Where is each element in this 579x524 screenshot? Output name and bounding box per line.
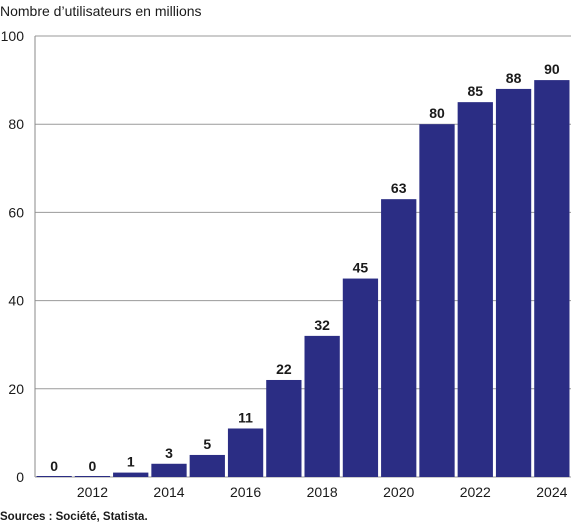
- bar-2020: [381, 199, 417, 478]
- data-label-2023: 88: [506, 70, 522, 86]
- bar-2011: [36, 476, 72, 477]
- x-tick-label: 2012: [77, 484, 108, 500]
- y-axis-title: Nombre d’utilisateurs en millions: [0, 3, 202, 19]
- bar-2012: [74, 476, 111, 477]
- data-label-2019: 45: [353, 260, 369, 276]
- bar-2021: [419, 124, 455, 477]
- x-tick-label: 2020: [383, 484, 414, 500]
- x-tick-label: 2016: [230, 484, 261, 500]
- y-tick-label: 0: [16, 469, 24, 485]
- y-tick-label: 20: [8, 381, 24, 397]
- y-tick-label: 100: [1, 28, 25, 44]
- data-label-2018: 32: [314, 317, 330, 333]
- bar-2024: [534, 80, 570, 477]
- bar-2016: [227, 428, 264, 477]
- data-label-2024: 90: [544, 61, 560, 77]
- y-tick-label: 80: [8, 116, 24, 132]
- x-tick-label: 2014: [153, 484, 184, 500]
- x-tick-label: 2022: [460, 484, 491, 500]
- data-label-2017: 22: [276, 361, 292, 377]
- bar-2018: [304, 335, 340, 477]
- x-tick-label: 2018: [307, 484, 338, 500]
- x-axis-ticks: 2012 2014 2016 2018 2020 2022 2024: [77, 484, 568, 500]
- bar-2022: [457, 102, 493, 478]
- bar-2023: [495, 88, 532, 478]
- bars: [36, 80, 570, 478]
- source-note: Sources : Société, Statista.: [0, 511, 148, 523]
- bar-2015: [189, 454, 225, 477]
- bar-2014: [151, 463, 187, 477]
- x-tick-label: 2024: [536, 484, 567, 500]
- data-label-2016: 11: [238, 409, 253, 425]
- data-label-2014: 3: [165, 445, 173, 461]
- y-tick-label: 60: [8, 204, 24, 220]
- data-label-2022: 85: [467, 83, 483, 99]
- data-labels: 0 0 1 3 5 11 22 32 45 63 80 85 88 90: [50, 61, 560, 474]
- data-label-2021: 80: [429, 105, 445, 121]
- bar-2013: [113, 472, 149, 477]
- y-axis-ticks: 0 20 40 60 80 100: [1, 28, 25, 485]
- y-tick-label: 40: [8, 293, 24, 309]
- data-label-2015: 5: [203, 436, 211, 452]
- data-label-2013: 1: [127, 454, 135, 470]
- data-label-2011: 0: [50, 458, 58, 474]
- data-label-2012: 0: [89, 458, 97, 474]
- bar-2019: [342, 278, 379, 477]
- bar-2017: [266, 379, 302, 477]
- data-label-2020: 63: [391, 180, 407, 196]
